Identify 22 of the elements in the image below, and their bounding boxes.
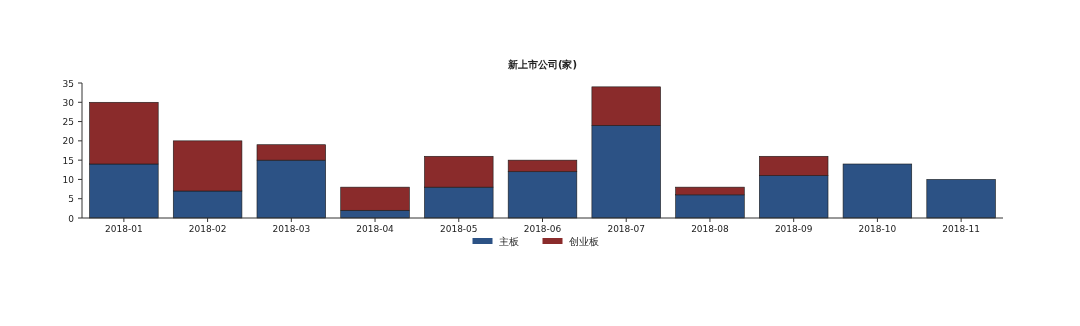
- x-tick-label: 2018-11: [942, 224, 980, 234]
- x-tick-label: 2018-03: [272, 224, 311, 234]
- x-tick-label: 2018-06: [523, 224, 562, 234]
- y-tick-label: 30: [62, 97, 75, 108]
- x-tick-label: 2018-10: [858, 224, 897, 234]
- y-tick-label: 20: [62, 136, 75, 147]
- legend-label: 主板: [498, 236, 519, 247]
- x-tick-label: 2018-05: [439, 224, 478, 234]
- y-tick-label: 15: [62, 155, 74, 166]
- y-tick-label: 25: [62, 117, 74, 128]
- chart-title: 新上市公司(家): [506, 59, 578, 70]
- y-tick-label: 0: [68, 213, 75, 224]
- x-tick-label: 2018-09: [774, 224, 813, 234]
- x-tick-label: 2018-02: [188, 224, 227, 234]
- y-tick-label: 5: [68, 194, 74, 205]
- x-tick-label: 2018-07: [607, 224, 646, 234]
- x-tick-label: 2018-08: [691, 224, 730, 234]
- x-tick-label: 2018-04: [356, 224, 395, 234]
- y-tick-label: 35: [62, 78, 74, 89]
- legend-label: 创业板: [568, 236, 599, 247]
- x-tick-label: 2018-01: [105, 224, 143, 234]
- y-tick-label: 10: [62, 174, 75, 185]
